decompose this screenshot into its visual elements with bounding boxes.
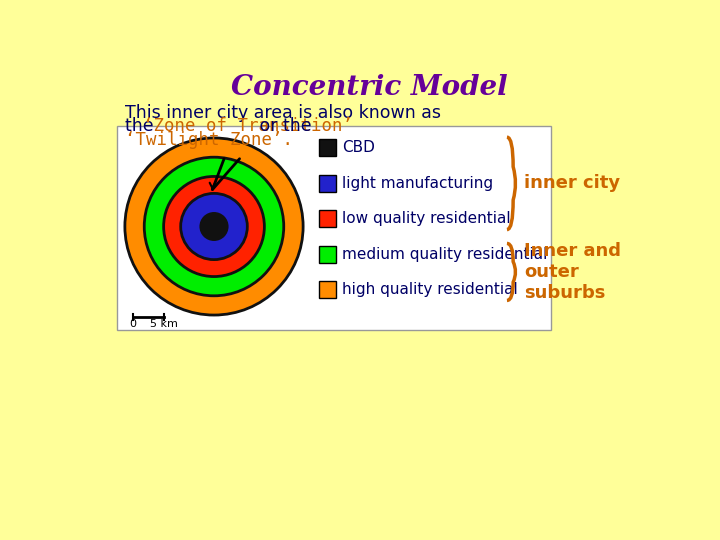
- Text: This inner city area is also known as: This inner city area is also known as: [125, 104, 441, 122]
- Text: CBD: CBD: [342, 140, 374, 156]
- Text: light manufacturing: light manufacturing: [342, 176, 493, 191]
- Text: ‘Zone of Transition’: ‘Zone of Transition’: [143, 117, 354, 136]
- FancyBboxPatch shape: [117, 126, 551, 330]
- Bar: [319, 175, 336, 192]
- Ellipse shape: [144, 157, 284, 296]
- Text: low quality residential: low quality residential: [342, 211, 510, 226]
- Bar: [319, 139, 336, 157]
- Text: ‘Twilight Zone’.: ‘Twilight Zone’.: [125, 131, 293, 149]
- Bar: [319, 281, 336, 298]
- Text: medium quality residential: medium quality residential: [342, 247, 547, 262]
- Text: inner city: inner city: [524, 174, 620, 192]
- FancyBboxPatch shape: [82, 57, 656, 488]
- Text: Concentric Model: Concentric Model: [230, 75, 508, 102]
- Text: 5 km: 5 km: [150, 319, 178, 329]
- Text: Inner and
outer
suburbs: Inner and outer suburbs: [524, 242, 621, 302]
- Text: the: the: [125, 117, 159, 136]
- Text: 0: 0: [129, 319, 136, 329]
- Text: high quality residential: high quality residential: [342, 282, 518, 297]
- Text: or the: or the: [254, 117, 312, 136]
- Ellipse shape: [181, 193, 248, 260]
- Ellipse shape: [125, 138, 303, 315]
- Ellipse shape: [163, 177, 264, 276]
- Ellipse shape: [201, 213, 228, 240]
- Bar: [319, 210, 336, 227]
- Bar: [319, 246, 336, 262]
